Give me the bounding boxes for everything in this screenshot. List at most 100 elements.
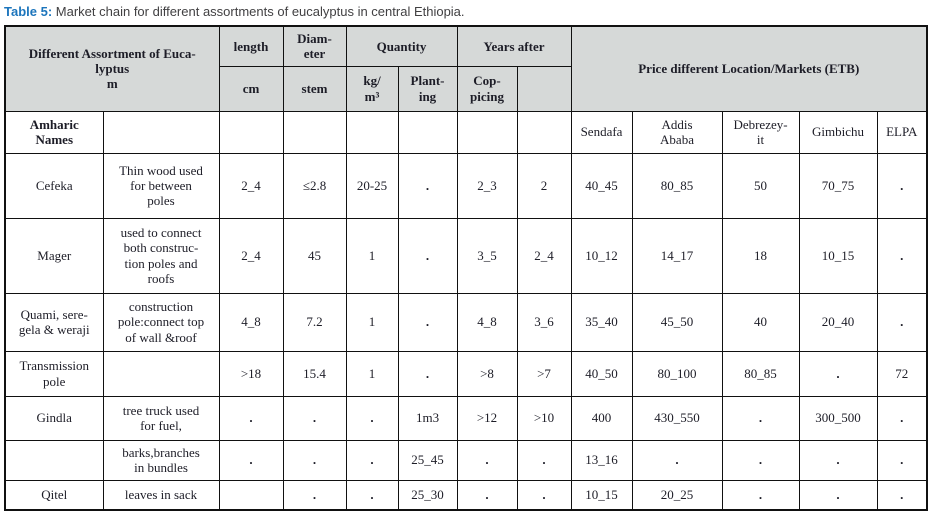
- table-cell: [516, 110, 572, 154]
- table-cell: 45: [282, 217, 347, 294]
- table-cell: .: [876, 439, 928, 481]
- market-chain-table: Different Assortment of Euca- lyptus m l…: [4, 25, 929, 511]
- row-desc-cell: used to connect both construc- tion pole…: [102, 217, 220, 294]
- table-cell: .: [516, 439, 572, 481]
- header-market-debrezeyit: Debrezey- it: [721, 110, 800, 154]
- table-cell: >18: [218, 350, 284, 397]
- table-row-quami: Quami, sere- gela & weraji construction …: [4, 292, 928, 352]
- table-row-transmission-pole: Transmission pole >18 15.4 1 . >8 >7 40_…: [4, 350, 928, 397]
- table-cell: >10: [516, 395, 572, 441]
- table-row-qitel: Qitel leaves in sack . . 25_30 . . 10_15…: [4, 479, 928, 511]
- header-market-addis-ababa: Addis Ababa: [631, 110, 723, 154]
- table-cell: .: [876, 479, 928, 511]
- table-caption: Table 5: Market chain for different asso…: [4, 4, 930, 19]
- table-cell: 2_4: [218, 152, 284, 219]
- table-cell: .: [345, 479, 399, 511]
- table-cell: .: [282, 439, 347, 481]
- table-cell: 15.4: [282, 350, 347, 397]
- table-cell: 1m3: [397, 395, 458, 441]
- table-cell: .: [876, 217, 928, 294]
- header-row-2: cm stem kg/ m³ Plant- ing Cop- picing: [5, 65, 927, 112]
- header-market-sendafa: Sendafa: [570, 110, 633, 154]
- table-cell: 25_30: [397, 479, 458, 511]
- table-cell: 4_8: [218, 292, 284, 352]
- table-cell: 35_40: [570, 292, 633, 352]
- table-cell: .: [876, 395, 928, 441]
- table-cell: .: [721, 439, 800, 481]
- row-name-cell: Quami, sere- gela & weraji: [4, 292, 104, 352]
- table-cell: >8: [456, 350, 518, 397]
- header-market-elpa: ELPA: [876, 110, 928, 154]
- header-diameter: Diam- eter: [282, 25, 347, 67]
- table-cell: .: [345, 395, 399, 441]
- table-cell: 300_500: [798, 395, 878, 441]
- row-desc-cell: tree truck used for fuel,: [102, 395, 220, 441]
- table-cell: 20_40: [798, 292, 878, 352]
- table-cell: .: [397, 292, 458, 352]
- table-cell: 10_15: [798, 217, 878, 294]
- table-cell: 70_75: [798, 152, 878, 219]
- header-planting: Plant- ing: [397, 65, 458, 112]
- header-assortment: Different Assortment of Euca- lyptus m: [4, 25, 220, 112]
- table-cell: 430_550: [631, 395, 723, 441]
- table-cell: .: [798, 479, 878, 511]
- header-quantity: Quantity: [345, 25, 458, 67]
- row-name-cell: Qitel: [4, 479, 104, 511]
- table-cell: 80_85: [631, 152, 723, 219]
- table-cell: 20-25: [345, 152, 399, 219]
- table-cell: 2_4: [218, 217, 284, 294]
- table-cell: 20_25: [631, 479, 723, 511]
- row-name-cell: Mager: [4, 217, 104, 294]
- table-cell: 1: [345, 217, 399, 294]
- table-cell: 1: [345, 350, 399, 397]
- header-years-blank: [516, 65, 572, 112]
- header-price-markets: Price different Location/Markets (ETB): [570, 25, 928, 112]
- table-cell: 40_45: [570, 152, 633, 219]
- table-cell: 40_50: [570, 350, 633, 397]
- header-market-gimbichu: Gimbichu: [798, 110, 878, 154]
- header-kg-m3: kg/ m³: [345, 65, 399, 112]
- table-cell: 2_3: [456, 152, 518, 219]
- table-cell: 2: [516, 152, 572, 219]
- row-name-cell: Gindla: [4, 395, 104, 441]
- table-cell: 3_5: [456, 217, 518, 294]
- table-cell: 10_15: [570, 479, 633, 511]
- header-amharic-names: Amharic Names: [4, 110, 104, 154]
- row-desc-cell: construction pole:connect top of wall &r…: [102, 292, 220, 352]
- table-cell: 80_100: [631, 350, 723, 397]
- table-cell: 72: [876, 350, 928, 397]
- header-cm: cm: [218, 65, 284, 112]
- table-cell: .: [218, 439, 284, 481]
- subheader-row: Amharic Names Sendafa Addis Ababa Debrez…: [4, 110, 928, 154]
- table-cell: 3_6: [516, 292, 572, 352]
- header-length: length: [218, 25, 284, 67]
- table-row-gindla: Gindla tree truck used for fuel, . . . 1…: [4, 395, 928, 441]
- table-cell: [218, 110, 284, 154]
- table-cell: >12: [456, 395, 518, 441]
- table-cell: 25_45: [397, 439, 458, 481]
- table-cell: .: [397, 217, 458, 294]
- table-cell: .: [397, 152, 458, 219]
- row-desc-cell: [102, 350, 220, 397]
- header-years-after: Years after: [456, 25, 572, 67]
- table-cell: 40: [721, 292, 800, 352]
- table-row-mager: Mager used to connect both construc- tio…: [4, 217, 928, 294]
- table-cell: .: [456, 439, 518, 481]
- table-cell: 80_85: [721, 350, 800, 397]
- table-cell: [397, 110, 458, 154]
- table-cell: [345, 110, 399, 154]
- row-desc-cell: leaves in sack: [102, 479, 220, 511]
- table-cell: .: [798, 439, 878, 481]
- table-cell: .: [345, 439, 399, 481]
- table-cell: [456, 110, 518, 154]
- table-cell: 7.2: [282, 292, 347, 352]
- table-caption-text: Market chain for different assortments o…: [52, 4, 465, 19]
- table-cell: 10_12: [570, 217, 633, 294]
- table-cell: ≤2.8: [282, 152, 347, 219]
- table-cell: .: [218, 395, 284, 441]
- table-cell: >7: [516, 350, 572, 397]
- table-cell: [218, 479, 284, 511]
- table-cell: 2_4: [516, 217, 572, 294]
- row-desc-cell: barks,branches in bundles: [102, 439, 220, 481]
- table-cell: .: [631, 439, 723, 481]
